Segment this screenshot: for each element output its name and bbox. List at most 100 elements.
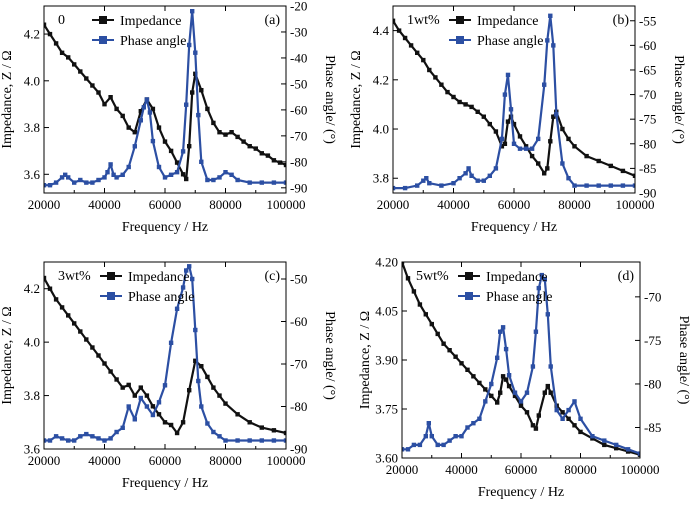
impedance-point-7	[84, 337, 89, 342]
phase-point-2	[53, 434, 59, 439]
phase-point-38	[223, 170, 228, 175]
y2-tick-label: -80	[644, 376, 661, 391]
y2-tick-label: -75	[639, 112, 656, 127]
impedance-point-12	[114, 106, 119, 112]
phase-point-9	[90, 180, 95, 185]
phase-point-41	[247, 180, 252, 185]
phase-point-18	[498, 329, 503, 334]
impedance-point-32	[223, 132, 228, 137]
y2-tick-label: -70	[290, 357, 307, 372]
impedance-point-39	[632, 173, 635, 178]
phase-point-34	[596, 183, 601, 188]
phase-angle-series	[44, 264, 286, 443]
impedance-point-14	[483, 387, 488, 392]
y2-tick-label: -85	[644, 420, 661, 435]
phase-point-1	[402, 185, 408, 191]
impedance-point-37	[253, 146, 258, 151]
impedance-point-39	[265, 153, 271, 158]
x-axis-label: Frequency / Hz	[122, 476, 208, 491]
x-tick-label: 20000	[386, 462, 419, 477]
phase-point-16	[138, 395, 143, 401]
impedance-point-31	[235, 412, 240, 417]
phase-point-30	[187, 42, 192, 48]
phase-point-27	[548, 13, 553, 18]
impedance-point-25	[529, 153, 535, 159]
legend-marker	[465, 292, 473, 300]
impedance-point-4	[415, 50, 420, 55]
phase-point-37	[632, 183, 635, 188]
impedance-point-13	[120, 385, 125, 390]
y2-tick-label: -50	[290, 272, 307, 287]
phase-point-27	[193, 327, 198, 333]
phase-point-0	[402, 447, 405, 452]
phase-point-14	[477, 416, 482, 421]
impedance-point-15	[481, 114, 486, 119]
phase-point-5	[426, 421, 431, 426]
legend-entry: Phase angle	[128, 290, 194, 305]
phase-point-2	[415, 183, 420, 188]
x-tick-label: 60000	[149, 197, 182, 212]
impedance-series	[44, 275, 286, 436]
impedance-point-25	[533, 426, 539, 431]
legend-entry: Impedance	[120, 14, 181, 29]
x-tick-label: 80000	[558, 197, 591, 212]
impedance-point-18	[150, 106, 156, 112]
y2-tick-label: -85	[639, 161, 656, 176]
y-tick-label: 4.2	[373, 72, 389, 87]
impedance-point-22	[174, 160, 180, 165]
impedance-point-35	[590, 436, 595, 441]
phase-point-19	[156, 400, 162, 405]
x-tick-label: 40000	[88, 197, 121, 212]
y-tick-label: 3.60	[375, 451, 398, 466]
impedance-point-32	[560, 126, 565, 132]
legend-marker	[107, 292, 115, 300]
phase-point-8	[457, 176, 462, 181]
phase-point-40	[625, 447, 631, 452]
impedance-point-16	[138, 385, 143, 390]
phase-point-27	[536, 285, 541, 291]
x-tick-label: 60000	[149, 453, 182, 468]
phase-point-23	[180, 285, 186, 290]
impedance-point-24	[184, 176, 189, 182]
impedance-point-0	[402, 262, 405, 265]
phase-point-37	[590, 434, 595, 439]
phase-point-41	[637, 451, 640, 456]
phase-point-20	[141, 105, 146, 110]
impedance-point-33	[566, 136, 571, 142]
phase-point-25	[162, 175, 168, 180]
x-tick-label: 60000	[505, 462, 538, 477]
chart-panel-3: 20000 40000 60000 80000 100000 3.6 3.8 4.0 4.2 -9…	[0, 261, 337, 491]
phase-point-22	[512, 390, 518, 395]
impedance-point-2	[402, 35, 408, 41]
phase-point-22	[523, 146, 529, 151]
phase-point-0	[44, 183, 47, 188]
impedance-point-27	[205, 374, 210, 380]
phase-point-18	[132, 144, 137, 149]
y2-tick-label: -70	[290, 128, 307, 143]
phase-point-8	[84, 180, 89, 185]
phase-point-15	[114, 175, 119, 180]
phase-point-10	[96, 177, 101, 183]
impedance-point-34	[271, 428, 277, 433]
impedance-point-28	[199, 88, 204, 93]
y2-tick-label: -50	[290, 76, 307, 91]
impedance-point-10	[459, 361, 464, 366]
y2-tick-label: -60	[639, 38, 656, 53]
phase-point-36	[578, 416, 583, 421]
phase-point-2	[411, 442, 417, 448]
phase-point-29	[554, 112, 559, 117]
phase-point-13	[108, 162, 113, 167]
impedance-point-16	[487, 121, 492, 127]
phase-point-13	[120, 425, 125, 430]
impedance-point-1	[47, 31, 53, 37]
impedance-point-15	[132, 393, 137, 398]
impedance-point-3	[59, 50, 65, 55]
phase-point-15	[493, 166, 499, 171]
phase-point-20	[511, 141, 517, 146]
phase-point-10	[453, 434, 458, 439]
phase-point-7	[435, 442, 440, 448]
legend-entry: Impedance	[128, 270, 189, 285]
phase-point-11	[102, 175, 107, 180]
impedance-point-24	[523, 144, 529, 149]
phase-point-33	[223, 438, 228, 443]
